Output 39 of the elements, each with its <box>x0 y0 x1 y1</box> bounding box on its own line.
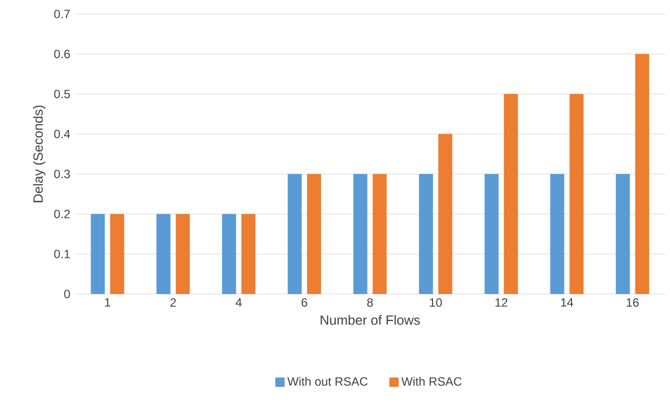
x-axis-title: Number of Flows <box>320 315 420 325</box>
y-tick-label: 0 <box>64 290 70 298</box>
bar <box>570 94 584 294</box>
y-tick-label: 0.3 <box>54 170 70 178</box>
bar <box>372 174 387 294</box>
bar <box>353 174 368 294</box>
bar <box>550 174 564 294</box>
y-tick-label: 0.6 <box>54 50 70 58</box>
y-tick-label: 0.4 <box>54 130 70 138</box>
bar <box>616 174 630 294</box>
y-tick-label: 0.7 <box>54 10 70 18</box>
bar <box>635 54 650 294</box>
bar <box>156 214 170 294</box>
x-tick-label: 10 <box>430 298 442 307</box>
bar <box>288 174 302 294</box>
x-tick-label: 2 <box>170 298 176 307</box>
legend-label: With RSAC <box>401 376 462 386</box>
x-tick-label: 16 <box>626 298 639 307</box>
legend-label: With out RSAC <box>287 376 368 386</box>
bar <box>307 174 322 294</box>
y-tick-label: 0.1 <box>54 250 70 258</box>
bar <box>438 134 452 294</box>
y-tick-label: 0.5 <box>54 90 70 98</box>
x-tick-label: 1 <box>105 298 110 307</box>
y-axis-title: Delay (Seconds) <box>33 106 46 202</box>
bar <box>504 94 518 294</box>
bar <box>110 214 124 294</box>
bar <box>418 174 433 294</box>
x-tick-label: 6 <box>302 298 308 307</box>
y-tick-label: 0.2 <box>54 210 70 218</box>
bar <box>484 174 499 294</box>
bar <box>241 214 256 294</box>
bar <box>222 214 236 294</box>
x-tick-label: 14 <box>561 298 574 307</box>
bar <box>90 214 105 294</box>
x-tick-label: 8 <box>367 298 373 307</box>
bar <box>176 214 190 294</box>
x-tick-label: 12 <box>496 298 508 307</box>
x-tick-label: 4 <box>236 298 242 307</box>
